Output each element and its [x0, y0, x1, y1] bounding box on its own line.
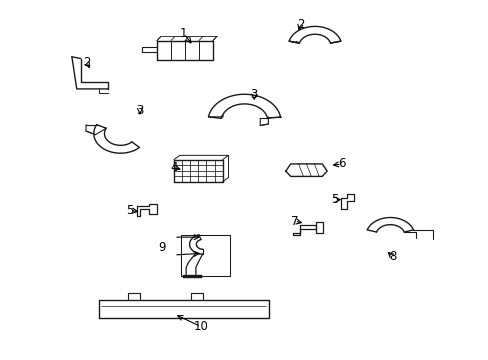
Text: 3: 3 — [136, 104, 143, 117]
Text: 2: 2 — [296, 18, 304, 31]
Text: 8: 8 — [388, 250, 396, 263]
Text: 6: 6 — [337, 157, 345, 170]
Text: 3: 3 — [250, 88, 257, 101]
Text: 4: 4 — [170, 161, 177, 174]
Text: 9: 9 — [158, 241, 165, 255]
Text: 5: 5 — [126, 204, 134, 217]
Text: 10: 10 — [193, 320, 208, 333]
Text: 2: 2 — [82, 55, 90, 69]
Text: 1: 1 — [180, 27, 187, 40]
Text: 7: 7 — [290, 215, 298, 228]
Text: 5: 5 — [330, 193, 337, 206]
